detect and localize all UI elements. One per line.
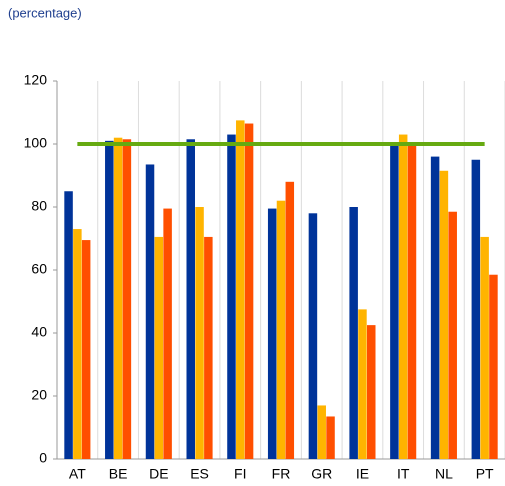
x-tick-label: GR (311, 466, 332, 482)
bar (448, 211, 457, 459)
x-tick-label: IT (397, 466, 410, 482)
y-tick-label: 20 (31, 387, 47, 403)
bar (163, 208, 172, 459)
y-tick-label: 120 (24, 72, 48, 88)
bar (276, 200, 286, 459)
bar (439, 170, 449, 459)
x-tick-label: PT (476, 466, 494, 482)
bar (358, 309, 367, 459)
y-tick-label: 100 (24, 135, 48, 151)
x-tick-label: AT (69, 466, 86, 482)
bar (145, 164, 155, 459)
y-tick-label: 60 (31, 261, 47, 277)
bar (186, 139, 195, 459)
bar (317, 405, 326, 459)
bar (367, 325, 376, 459)
bar (267, 208, 277, 459)
bar (285, 181, 295, 460)
x-tick-label: FR (272, 466, 291, 482)
bar (154, 236, 164, 459)
bar (407, 144, 417, 459)
bar (122, 139, 132, 459)
x-tick-label: IE (356, 466, 369, 482)
bar (326, 416, 335, 459)
chart-subtitle: (percentage) (8, 5, 82, 20)
bar (471, 159, 481, 459)
bar (398, 134, 408, 460)
y-tick-label: 0 (39, 450, 47, 466)
x-tick-label: BE (109, 466, 128, 482)
x-tick-label: FI (234, 466, 246, 482)
bar (227, 134, 236, 460)
y-tick-label: 80 (31, 198, 47, 214)
bar (489, 274, 498, 459)
y-tick-label: 40 (31, 324, 47, 340)
bar (73, 229, 82, 459)
x-tick-label: ES (190, 466, 209, 482)
x-tick-label: DE (149, 466, 168, 482)
bar (204, 236, 213, 459)
bar (81, 240, 91, 459)
bar (195, 207, 204, 459)
x-tick-label: NL (435, 466, 453, 482)
bar (308, 213, 318, 459)
bar (430, 156, 440, 459)
bar (244, 123, 254, 460)
bar (236, 120, 245, 459)
bar (113, 137, 123, 459)
bar (349, 207, 358, 459)
bar (390, 144, 399, 459)
bar (64, 191, 73, 459)
bar (480, 236, 489, 459)
bar (105, 140, 114, 459)
